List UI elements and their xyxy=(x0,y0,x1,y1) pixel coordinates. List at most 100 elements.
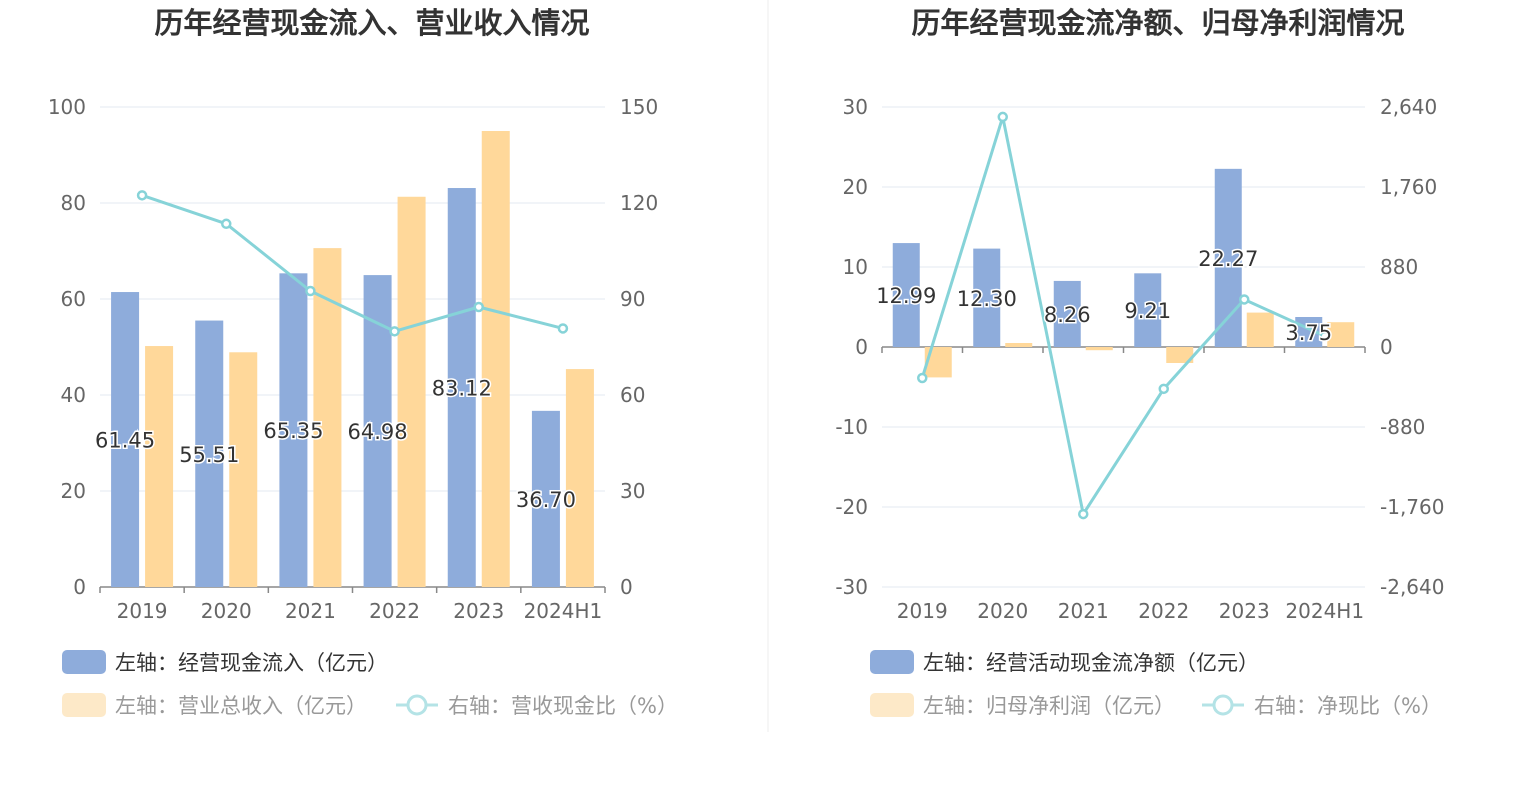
data-label: 64.98 xyxy=(348,420,408,444)
bar xyxy=(973,248,1001,347)
y-tick-left: 80 xyxy=(61,191,86,215)
y-tick-right: -880 xyxy=(1380,415,1425,439)
legend-label[interactable]: 左轴：归母净利润（亿元） xyxy=(923,694,1175,718)
y-tick-right: 2,640 xyxy=(1380,95,1437,119)
bar xyxy=(195,320,224,587)
chart-title: 历年经营现金流入、营业收入情况 xyxy=(154,6,589,40)
y-tick-left: 20 xyxy=(843,175,868,199)
x-tick-label: 2022 xyxy=(369,599,420,623)
legend-swatch-bar[interactable] xyxy=(870,650,914,674)
bar xyxy=(145,346,174,587)
data-label: 61.45 xyxy=(95,429,155,453)
y-tick-left: 0 xyxy=(855,335,868,359)
bar xyxy=(892,243,920,347)
line-point xyxy=(557,323,569,334)
chart-net-cashflow-profit: 历年经营现金流净额、归母净利润情况 -30 -2,640 -20 -1,760 -10 -… xyxy=(835,6,1444,718)
y-tick-left: 100 xyxy=(48,95,86,119)
x-tick-label: 2019 xyxy=(117,599,168,623)
y-tick-right: 30 xyxy=(620,479,645,503)
bar xyxy=(447,188,476,588)
y-tick-right: 90 xyxy=(620,287,645,311)
legend-swatch-marker[interactable] xyxy=(406,694,428,716)
x-tick-label: 2019 xyxy=(897,599,948,623)
y-tick-left: 20 xyxy=(61,479,86,503)
data-label: 3.75 xyxy=(1285,321,1332,345)
line-point xyxy=(473,301,484,313)
legend: 左轴：经营活动现金流净额（亿元） 左轴：归母净利润（亿元） 右轴：净现比（%） xyxy=(870,650,1442,718)
data-label: 9.21 xyxy=(1124,299,1171,323)
x-tick-label: 2022 xyxy=(1138,599,1189,623)
y-tick-right: -2,640 xyxy=(1380,575,1444,599)
y-tick-left: 30 xyxy=(843,95,868,119)
legend-label[interactable]: 右轴：净现比（%） xyxy=(1254,694,1442,718)
y-tick-right: 150 xyxy=(620,95,658,119)
bar xyxy=(397,196,426,587)
bar xyxy=(531,410,560,587)
x-tick-label: 2024H1 xyxy=(524,599,603,623)
bar xyxy=(1005,343,1033,347)
bar xyxy=(1085,347,1113,351)
bar xyxy=(1134,273,1162,347)
chart-title: 历年经营现金流净额、归母净利润情况 xyxy=(911,6,1404,40)
y-tick-right: 0 xyxy=(620,575,633,599)
x-tick-label: 2021 xyxy=(1058,599,1109,623)
bar xyxy=(481,131,510,587)
bar xyxy=(1166,347,1194,363)
y-tick-left: 60 xyxy=(61,287,86,311)
legend-label[interactable]: 左轴：经营现金流入（亿元） xyxy=(115,651,388,675)
data-label: 8.26 xyxy=(1044,303,1091,327)
data-label: 22.27 xyxy=(1198,247,1258,271)
bar xyxy=(924,347,952,378)
legend-label[interactable]: 左轴：营业总收入（亿元） xyxy=(115,694,367,718)
line-point xyxy=(917,372,928,384)
x-tick-label: 2020 xyxy=(977,599,1028,623)
y-tick-left: 0 xyxy=(73,575,86,599)
y-tick-left: 10 xyxy=(843,255,868,279)
bar xyxy=(111,292,140,587)
y-tick-left: -10 xyxy=(835,415,868,439)
y-tick-left: -20 xyxy=(835,495,868,519)
line-point xyxy=(136,190,148,201)
data-label: 55.51 xyxy=(179,443,239,467)
line-point xyxy=(389,326,400,337)
data-label: 12.30 xyxy=(957,287,1017,311)
line-point xyxy=(997,111,1008,123)
line-point xyxy=(1319,330,1330,342)
legend: 左轴：经营现金流入（亿元） 左轴：营业总收入（亿元） 右轴：营收现金比（%） xyxy=(62,650,678,718)
bar xyxy=(279,273,308,587)
x-tick-label: 2021 xyxy=(285,599,336,623)
x-tick-label: 2020 xyxy=(201,599,252,623)
y-tick-left: -30 xyxy=(835,575,868,599)
chart-cash-inflow-revenue: 历年经营现金流入、营业收入情况 0 0 20 30 40 60 60 90 80 120 100 15… xyxy=(48,6,678,718)
bar xyxy=(1053,280,1081,347)
data-label: 36.70 xyxy=(516,488,576,512)
line-series xyxy=(141,193,564,333)
y-tick-right: 0 xyxy=(1380,335,1393,359)
y-tick-right: 1,760 xyxy=(1380,175,1437,199)
x-tick-label: 2024H1 xyxy=(1285,599,1364,623)
legend-swatch-bar[interactable] xyxy=(870,693,914,717)
bar xyxy=(229,352,258,587)
y-tick-right: -1,760 xyxy=(1380,495,1444,519)
line-point xyxy=(221,218,232,230)
line-point xyxy=(1078,508,1089,520)
legend-swatch-bar[interactable] xyxy=(62,693,106,717)
legend-label[interactable]: 左轴：经营活动现金流净额（亿元） xyxy=(923,651,1259,675)
line-point xyxy=(1239,294,1250,305)
bar xyxy=(1327,322,1355,347)
line-point xyxy=(305,285,316,297)
x-tick-label: 2023 xyxy=(1219,599,1270,623)
legend-label[interactable]: 右轴：营收现金比（%） xyxy=(448,694,678,718)
y-tick-right: 120 xyxy=(620,191,658,215)
data-label: 65.35 xyxy=(263,419,323,443)
bar xyxy=(565,369,594,587)
y-tick-right: 880 xyxy=(1380,255,1418,279)
data-label: 12.99 xyxy=(876,284,936,308)
line-series xyxy=(920,115,1326,516)
data-label: 83.12 xyxy=(432,377,492,401)
y-tick-left: 40 xyxy=(61,383,86,407)
legend-swatch-marker[interactable] xyxy=(1212,694,1234,716)
x-tick-label: 2023 xyxy=(453,599,504,623)
legend-swatch-bar[interactable] xyxy=(62,650,106,674)
